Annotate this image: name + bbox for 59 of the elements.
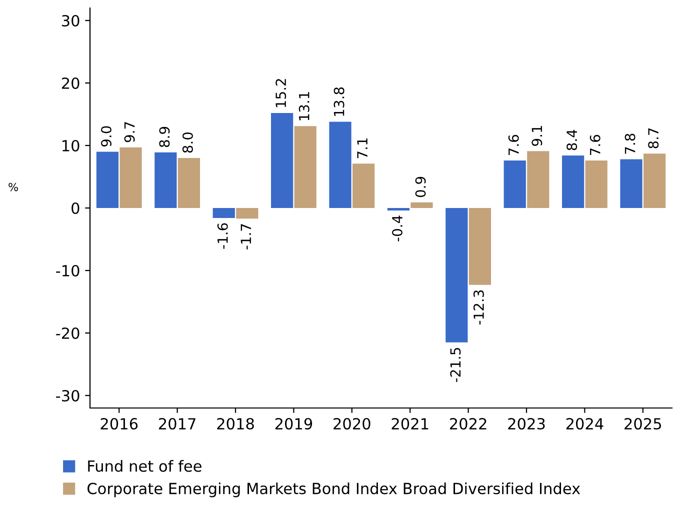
bar xyxy=(294,126,316,208)
bar xyxy=(96,152,119,208)
x-tick-label: 2021 xyxy=(392,418,428,430)
x-tick-label: 2024 xyxy=(566,418,604,430)
data-label: -21.5 xyxy=(450,348,461,382)
y-tick-label: 20 xyxy=(62,77,80,90)
data-label: 7.1 xyxy=(357,138,368,158)
data-label: 8.9 xyxy=(159,126,170,148)
y-tick-label: -30 xyxy=(56,390,80,402)
data-label: 15.2 xyxy=(276,79,286,108)
data-label: 0.9 xyxy=(415,176,426,198)
data-label: 7.8 xyxy=(624,134,636,154)
bar xyxy=(271,113,294,208)
y-axis-title: % xyxy=(8,182,18,192)
data-label: -0.4 xyxy=(392,216,402,242)
data-label: 13.1 xyxy=(298,92,310,120)
y-tick-label: 30 xyxy=(62,14,80,27)
data-label: 8.7 xyxy=(648,128,659,148)
data-label: 8.4 xyxy=(566,130,578,150)
data-label: 9.7 xyxy=(124,122,135,142)
data-label: 7.6 xyxy=(508,134,519,155)
bar xyxy=(504,160,526,208)
y-tick-label: -20 xyxy=(56,327,80,340)
bar xyxy=(643,154,666,208)
data-label: -12.3 xyxy=(473,290,484,325)
x-tick-label: 2019 xyxy=(275,418,312,430)
data-label: -1.7 xyxy=(240,224,251,250)
data-label: 9.1 xyxy=(532,126,542,146)
bar xyxy=(562,156,584,208)
bar xyxy=(620,159,642,208)
bar xyxy=(446,208,468,342)
y-tick-label: 0 xyxy=(72,202,80,214)
x-tick-label: 2022 xyxy=(450,418,486,430)
bar xyxy=(154,152,177,208)
bar xyxy=(120,147,142,208)
x-tick-label: 2020 xyxy=(334,418,370,430)
bar xyxy=(178,158,200,208)
bar xyxy=(236,208,258,219)
bar xyxy=(410,202,433,208)
x-tick-label: 2023 xyxy=(508,418,545,430)
legend-label: Corporate Emerging Markets Bond Index Broad Diversified Index xyxy=(88,482,580,498)
data-label: 13.8 xyxy=(334,87,344,116)
data-label: 9.0 xyxy=(100,126,112,146)
bar xyxy=(329,122,352,208)
bar xyxy=(468,208,491,285)
x-tick-label: 2018 xyxy=(217,418,254,430)
x-tick-label: 2025 xyxy=(624,418,662,430)
bar xyxy=(212,208,235,218)
y-tick-label: -10 xyxy=(56,264,80,277)
data-label: -1.6 xyxy=(217,223,228,249)
bar xyxy=(527,151,550,208)
x-tick-label: 2017 xyxy=(158,418,196,430)
data-label: 7.6 xyxy=(590,134,600,155)
legend-label: Fund net of fee xyxy=(88,460,202,472)
data-label: 8.0 xyxy=(182,132,193,153)
bar xyxy=(585,160,608,208)
bar xyxy=(352,164,375,208)
x-tick-label: 2016 xyxy=(100,418,138,430)
y-tick-label: 10 xyxy=(62,140,80,152)
